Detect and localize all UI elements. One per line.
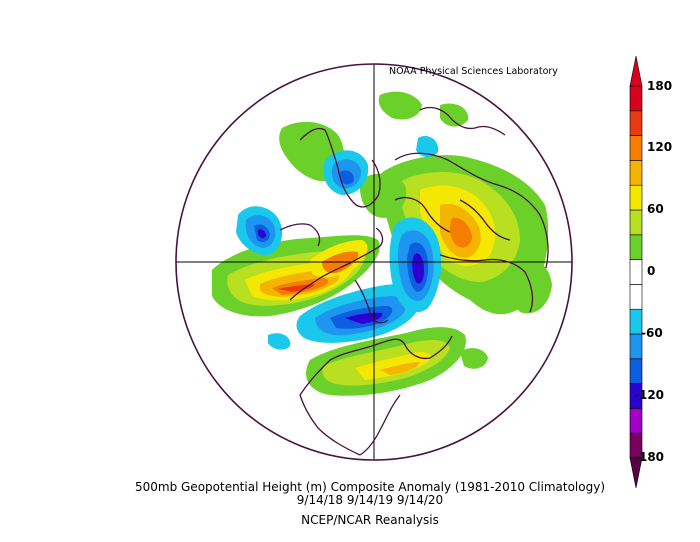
caption-dates: 9/14/18 9/14/19 9/14/20 (296, 493, 444, 507)
colorbar-segment (629, 135, 643, 161)
colorbar-segment (629, 184, 643, 211)
colorbar-label-60: 60 (647, 202, 664, 216)
coastlines (279, 106, 549, 456)
colorbar-segment (629, 358, 643, 384)
negative-anomaly-pacific (236, 150, 369, 256)
caption-source: NCEP/NCAR Reanalysis (301, 513, 439, 527)
colorbar-segment (629, 85, 643, 112)
negative-anomaly-canada (268, 284, 420, 350)
credit-label: NOAA Physical Sciences Laboratory (389, 66, 558, 77)
colorbar-segment (629, 110, 643, 136)
colorbar-segment (629, 284, 643, 310)
anomaly-field (176, 64, 572, 460)
colorbar-segment (629, 234, 643, 260)
colorbar-segment (629, 408, 643, 434)
map-boundary (175, 63, 573, 461)
colorbar-label-minus60: -60 (641, 326, 663, 340)
colorbar-min-arrow (629, 457, 643, 489)
colorbar-segment (629, 160, 643, 186)
negative-anomaly-arctic (389, 135, 442, 313)
positive-anomaly-pacific (212, 235, 380, 317)
colorbar (629, 55, 643, 489)
colorbar-max-arrow (629, 55, 643, 87)
colorbar-label-180: 180 (647, 79, 673, 93)
colorbar-segment (629, 209, 643, 236)
colorbar-segment (629, 259, 643, 285)
colorbar-label-0: 0 (647, 264, 656, 278)
colorbar-label-minus180: -180 (634, 450, 665, 464)
colorbar-label-120: 120 (647, 140, 673, 154)
caption-title: 500mb Geopotential Height (m) Composite … (134, 480, 605, 494)
colorbar-label-minus120: -120 (634, 388, 665, 402)
